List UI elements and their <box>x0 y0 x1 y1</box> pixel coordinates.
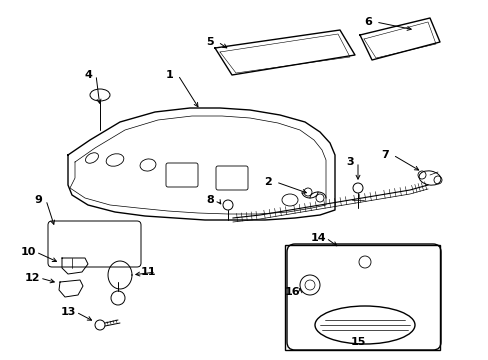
Text: 11: 11 <box>140 267 156 277</box>
Text: 15: 15 <box>349 337 365 347</box>
Text: 7: 7 <box>380 150 388 160</box>
Text: 2: 2 <box>264 177 271 187</box>
Text: 8: 8 <box>206 195 213 205</box>
Text: 14: 14 <box>309 233 325 243</box>
Text: 3: 3 <box>346 157 353 167</box>
Text: 10: 10 <box>20 247 36 257</box>
Text: 6: 6 <box>364 17 371 27</box>
Text: 12: 12 <box>24 273 40 283</box>
Text: 9: 9 <box>34 195 42 205</box>
Text: 5: 5 <box>206 37 213 47</box>
Text: 16: 16 <box>284 287 299 297</box>
Text: 13: 13 <box>60 307 76 317</box>
Text: 1: 1 <box>166 70 174 80</box>
Text: 4: 4 <box>84 70 92 80</box>
